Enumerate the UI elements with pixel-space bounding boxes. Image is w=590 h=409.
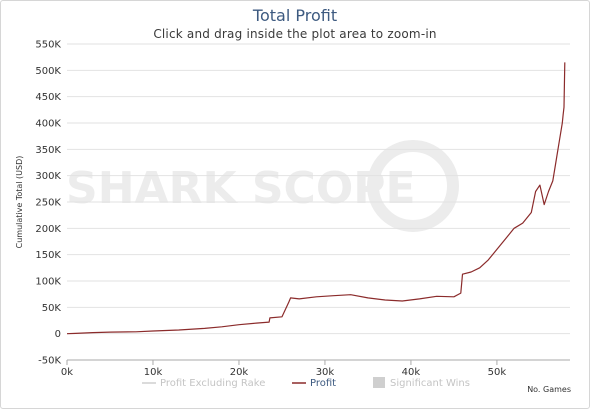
legend-item[interactable]: Significant Wins — [373, 377, 470, 389]
y-tick-label: 350K — [35, 145, 61, 156]
legend-label: Profit Excluding Rake — [160, 378, 265, 389]
x-tick-label: 30k — [316, 367, 335, 378]
y-tick-label: 500K — [35, 66, 61, 77]
y-tick-label: 50K — [42, 303, 62, 314]
chart-subtitle: Click and drag inside the plot area to z… — [153, 27, 437, 41]
grid-lines — [67, 43, 570, 361]
x-tick-label: 20k — [230, 367, 249, 378]
series-layer — [66, 62, 566, 335]
series-line-profit — [66, 62, 566, 335]
sharkscope-watermark: SHARK SCOPE — [66, 140, 459, 232]
y-tick-label: 400K — [35, 119, 61, 130]
x-tick-label: 10k — [144, 367, 163, 378]
legend-item[interactable]: Profit — [292, 378, 336, 389]
x-tick-label: 40k — [402, 367, 421, 378]
y-tick-label: 0 — [55, 329, 61, 340]
legend[interactable]: Profit Excluding Rake Profit Significant W… — [142, 377, 470, 389]
y-tick-label: 550K — [35, 40, 61, 51]
y-tick-label: 200K — [35, 224, 61, 235]
x-tick-label: 0k — [61, 367, 73, 378]
legend-label: Significant Wins — [390, 378, 470, 389]
y-tick-label: 150K — [35, 250, 61, 261]
y-tick-label: 250K — [35, 198, 61, 209]
y-tick-label: 300K — [35, 171, 61, 182]
y-tick-label: 100K — [35, 277, 61, 288]
y-tick-label: -50K — [38, 356, 61, 367]
axes: -50K 0 50K 100K 150K 200K 250K 300K 350K 400K 450K… — [35, 40, 570, 378]
watermark-crosshair-ring — [367, 140, 459, 232]
legend-label: Profit — [310, 378, 336, 389]
y-axis-title: Cumulative Total (USD) — [15, 156, 24, 249]
x-axis-title: No. Games — [527, 385, 571, 394]
watermark-text: SHARK SCOPE — [66, 163, 416, 214]
legend-item[interactable]: Profit Excluding Rake — [142, 378, 265, 389]
y-tick-label: 450K — [35, 92, 61, 103]
chart-title: Total Profit — [252, 6, 338, 25]
legend-swatch — [373, 377, 385, 388]
x-tick-label: 50k — [488, 367, 507, 378]
